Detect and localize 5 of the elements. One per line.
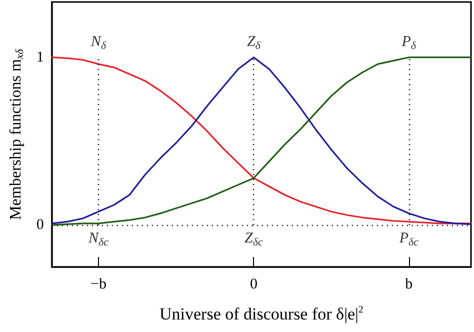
x-tick-label: 0	[250, 276, 258, 292]
x-tick-label: −b	[90, 276, 106, 292]
x-tick-label: b	[405, 276, 413, 292]
y-tick-label: 1	[36, 49, 44, 66]
y-axis-title: Membership functions mxδ	[8, 48, 26, 220]
